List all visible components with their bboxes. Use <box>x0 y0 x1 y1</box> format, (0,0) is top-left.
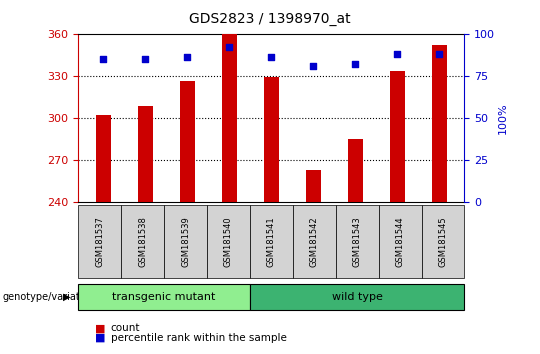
Point <box>183 54 192 60</box>
Text: ■: ■ <box>94 333 105 343</box>
Text: GSM181540: GSM181540 <box>224 216 233 267</box>
Text: percentile rank within the sample: percentile rank within the sample <box>111 333 287 343</box>
Text: ▶: ▶ <box>63 292 71 302</box>
Bar <box>138 107 153 202</box>
Text: GSM181543: GSM181543 <box>353 216 362 267</box>
Text: GSM181539: GSM181539 <box>181 216 190 267</box>
Point <box>351 61 360 67</box>
Point <box>435 51 443 57</box>
Point <box>225 44 234 50</box>
Point <box>309 63 318 68</box>
Point <box>141 56 150 62</box>
Bar <box>306 170 321 202</box>
Text: GSM181544: GSM181544 <box>395 216 404 267</box>
Text: genotype/variation: genotype/variation <box>3 292 96 302</box>
Text: GSM181541: GSM181541 <box>267 216 276 267</box>
Bar <box>432 45 447 202</box>
Bar <box>222 34 237 202</box>
Bar <box>348 139 363 202</box>
Point <box>393 51 402 57</box>
Point <box>99 56 108 62</box>
Text: GSM181538: GSM181538 <box>138 216 147 267</box>
Point <box>267 54 276 60</box>
Text: GSM181545: GSM181545 <box>438 216 448 267</box>
Text: transgenic mutant: transgenic mutant <box>112 292 216 302</box>
Text: ■: ■ <box>94 323 105 333</box>
Text: GDS2823 / 1398970_at: GDS2823 / 1398970_at <box>189 12 351 27</box>
Bar <box>180 81 195 202</box>
Bar <box>96 115 111 202</box>
Text: GSM181537: GSM181537 <box>95 216 104 267</box>
Bar <box>390 72 404 202</box>
Text: GSM181542: GSM181542 <box>310 216 319 267</box>
Text: count: count <box>111 323 140 333</box>
Bar <box>264 77 279 202</box>
Text: wild type: wild type <box>332 292 382 302</box>
Y-axis label: 100%: 100% <box>498 102 508 133</box>
